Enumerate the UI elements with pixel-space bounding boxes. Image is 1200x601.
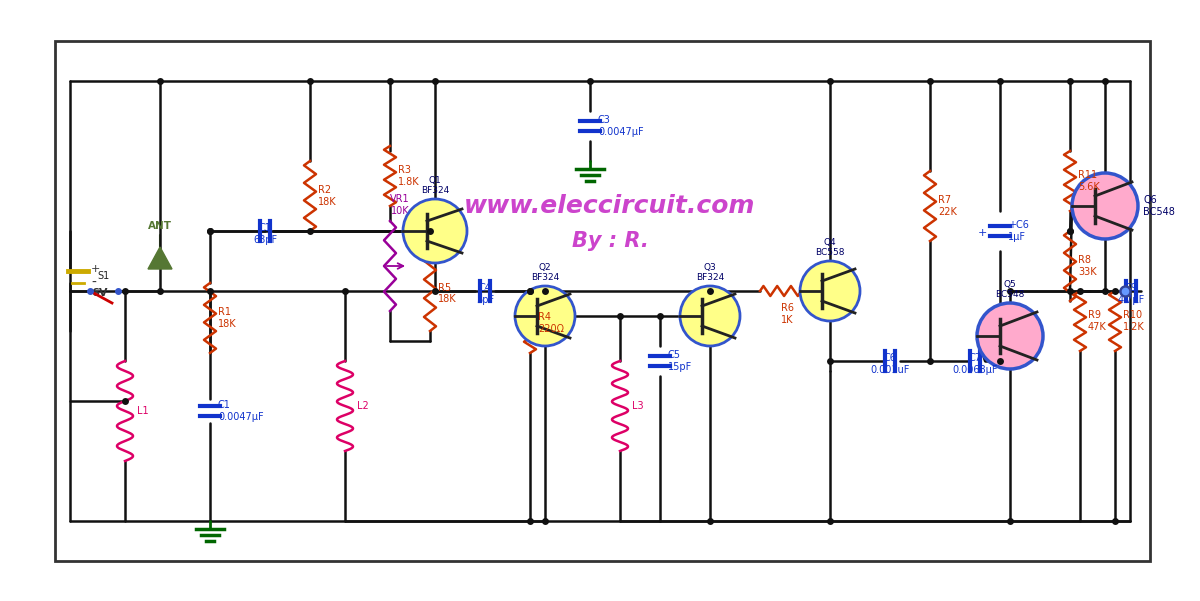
Text: C7
0.0068μF: C7 0.0068μF — [953, 353, 997, 375]
Text: C4
5pF: C4 5pF — [476, 284, 494, 305]
Text: R11
5.6K: R11 5.6K — [1078, 170, 1099, 192]
Text: 6V: 6V — [91, 288, 108, 298]
Text: C6
0.001uF: C6 0.001uF — [870, 353, 910, 375]
Text: S1: S1 — [98, 271, 110, 281]
Text: -: - — [91, 276, 96, 290]
Text: ANT: ANT — [148, 221, 172, 231]
Text: By : R.: By : R. — [571, 231, 648, 251]
Text: C1
68pF: C1 68pF — [253, 224, 277, 245]
Text: Q1
BF324: Q1 BF324 — [421, 175, 449, 195]
Text: R1
18K: R1 18K — [218, 307, 236, 329]
Text: R8
33K: R8 33K — [1078, 255, 1097, 277]
Text: Q2
BF324: Q2 BF324 — [530, 263, 559, 282]
Polygon shape — [148, 247, 172, 269]
Text: C5
15pF: C5 15pF — [668, 350, 692, 372]
Text: L2: L2 — [358, 401, 368, 411]
Circle shape — [680, 286, 740, 346]
Text: R5
18K: R5 18K — [438, 282, 457, 304]
Text: L3: L3 — [632, 401, 643, 411]
Circle shape — [977, 303, 1043, 369]
Text: Q6
BC548: Q6 BC548 — [1142, 195, 1175, 217]
Text: VR1
10K: VR1 10K — [390, 194, 410, 216]
Circle shape — [1072, 173, 1138, 239]
Text: www.eleccircuit.com: www.eleccircuit.com — [464, 194, 756, 218]
Text: R7
22K: R7 22K — [938, 195, 956, 217]
Text: Q3
BF324: Q3 BF324 — [696, 263, 724, 282]
Text: Q4
BC558: Q4 BC558 — [815, 237, 845, 257]
Text: C9
4.7μF: C9 4.7μF — [1117, 284, 1145, 305]
Circle shape — [800, 261, 860, 321]
Text: L1: L1 — [137, 406, 149, 416]
Text: R4
220Ω: R4 220Ω — [538, 312, 564, 334]
Text: R10
1.2K: R10 1.2K — [1123, 310, 1145, 332]
Circle shape — [515, 286, 575, 346]
Text: R3
1.8K: R3 1.8K — [398, 165, 420, 187]
Text: +: + — [978, 228, 986, 238]
Text: +: + — [91, 264, 101, 274]
Text: C1
0.0047μF: C1 0.0047μF — [218, 400, 264, 422]
Text: C3
0.0047μF: C3 0.0047μF — [598, 115, 643, 137]
Text: R2
18K: R2 18K — [318, 185, 337, 207]
FancyBboxPatch shape — [55, 41, 1150, 561]
Text: +C6
1μF: +C6 1μF — [1008, 220, 1028, 242]
Text: Q5
BC548: Q5 BC548 — [995, 279, 1025, 299]
Text: R9
47K: R9 47K — [1088, 310, 1106, 332]
Circle shape — [403, 199, 467, 263]
Text: R6
1K: R6 1K — [781, 303, 794, 325]
